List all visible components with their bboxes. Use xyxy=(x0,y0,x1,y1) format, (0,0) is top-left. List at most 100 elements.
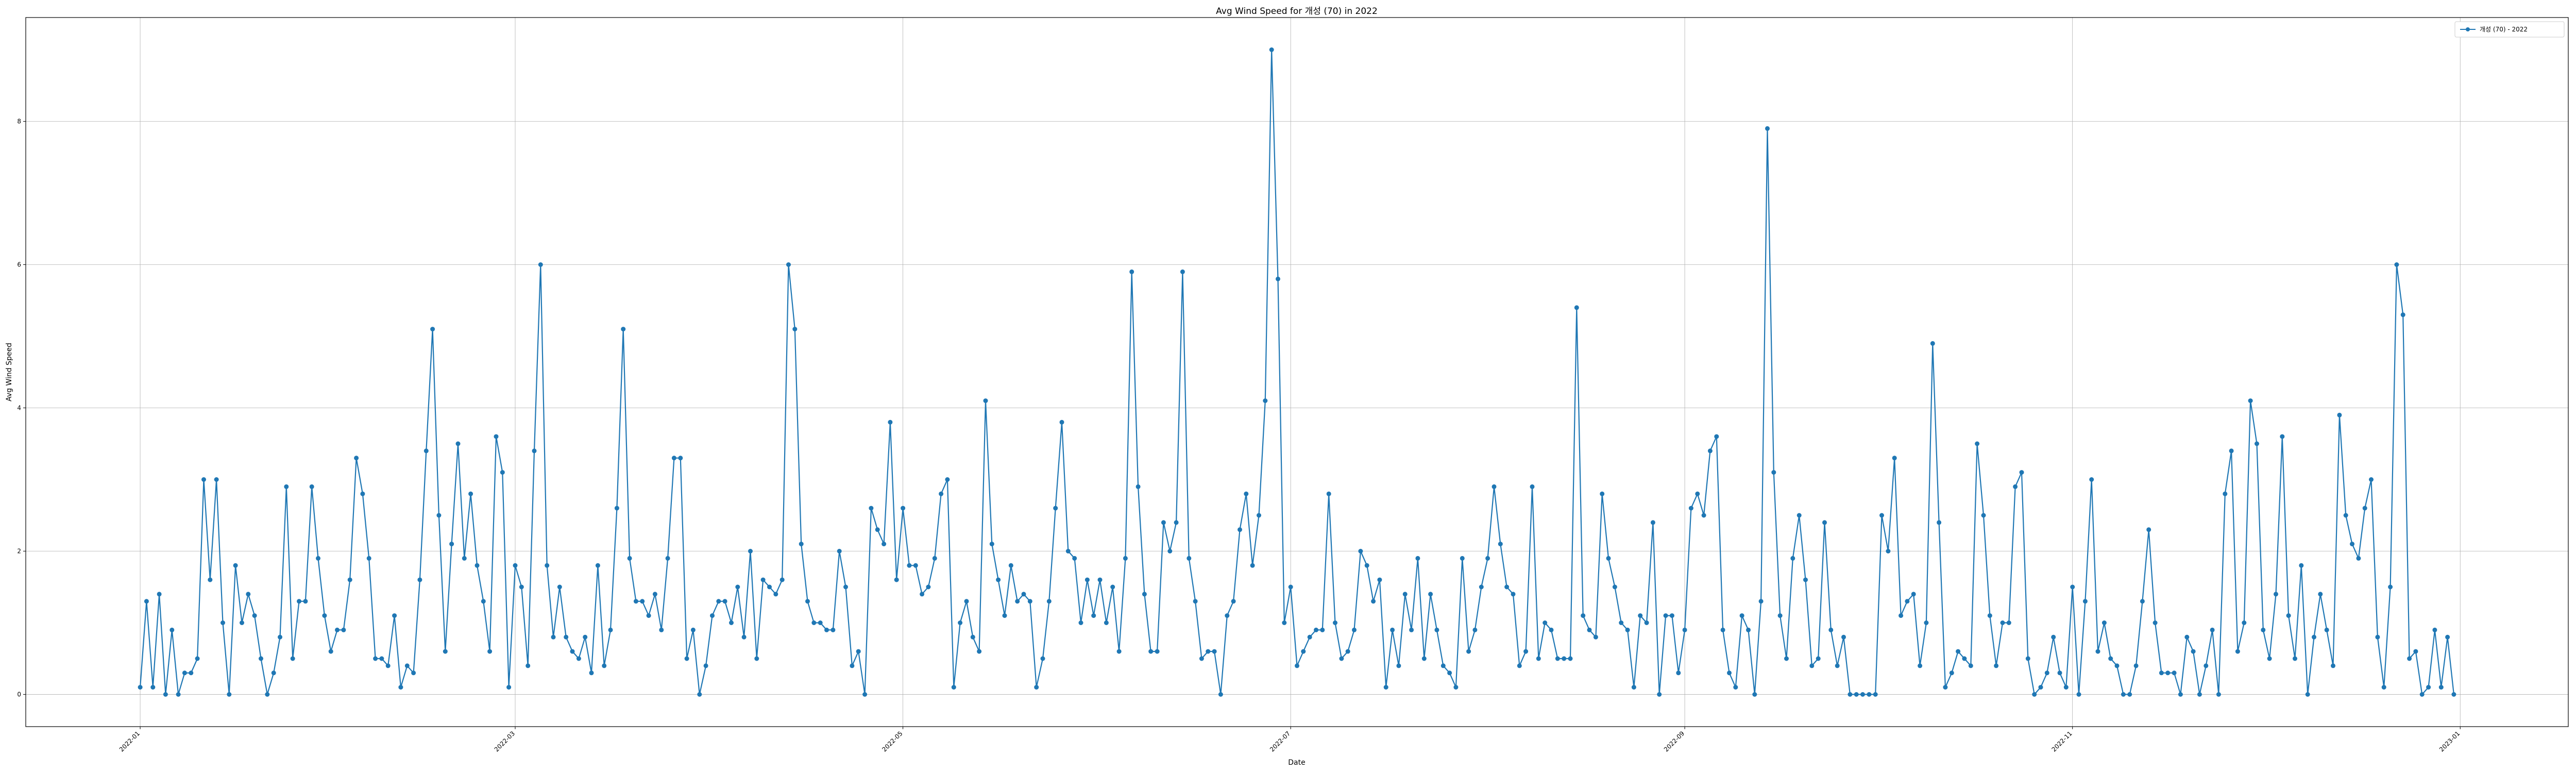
data-point xyxy=(557,584,562,590)
data-point xyxy=(545,563,550,568)
data-point xyxy=(989,542,994,547)
data-point xyxy=(1358,549,1363,553)
data-point xyxy=(862,692,868,697)
data-point xyxy=(379,656,384,661)
data-point xyxy=(1238,527,1242,532)
data-point xyxy=(1110,584,1115,590)
data-point xyxy=(837,549,842,553)
data-point xyxy=(2356,556,2361,561)
data-point xyxy=(2280,434,2285,439)
data-point xyxy=(1218,692,1223,697)
data-point xyxy=(2407,656,2412,661)
data-point xyxy=(436,513,442,518)
data-point xyxy=(1460,556,1465,561)
data-point xyxy=(1733,685,1738,690)
data-point xyxy=(1511,592,1516,597)
data-point xyxy=(1625,627,1630,632)
data-point xyxy=(748,549,753,553)
data-point xyxy=(1619,620,1624,625)
y-tick-label: 4 xyxy=(17,404,21,411)
data-point xyxy=(2051,634,2056,640)
data-point xyxy=(1257,513,1261,518)
data-point xyxy=(640,599,645,604)
data-point xyxy=(602,663,607,668)
data-point xyxy=(1777,613,1783,618)
data-point xyxy=(2025,656,2030,661)
data-point xyxy=(684,656,689,661)
data-point xyxy=(1326,491,1331,496)
legend-label: 개성 (70) - 2022 xyxy=(2480,26,2528,33)
data-point xyxy=(2197,692,2202,697)
data-point xyxy=(869,506,874,511)
data-point xyxy=(354,456,359,461)
data-point xyxy=(2159,670,2164,676)
data-point xyxy=(2261,627,2266,632)
data-point xyxy=(1676,670,1681,676)
data-point xyxy=(945,477,950,482)
data-point xyxy=(1752,692,1757,697)
data-point xyxy=(1314,627,1318,632)
data-point xyxy=(2312,634,2316,640)
data-point xyxy=(1739,613,1744,618)
data-point xyxy=(182,670,187,676)
data-point xyxy=(564,634,569,640)
data-point xyxy=(335,627,340,632)
data-point xyxy=(913,563,918,568)
data-point xyxy=(2293,656,2297,661)
data-point xyxy=(1949,670,1954,676)
data-point xyxy=(1421,656,1427,661)
data-point xyxy=(779,577,785,582)
data-point xyxy=(2432,627,2437,632)
data-point xyxy=(1364,563,1369,568)
data-point xyxy=(754,656,759,661)
legend: 개성 (70) - 2022 xyxy=(2454,21,2565,38)
data-point xyxy=(1555,656,1560,661)
data-point xyxy=(1415,556,1420,561)
data-point xyxy=(532,448,537,453)
data-point xyxy=(1758,599,1764,604)
data-point xyxy=(2019,470,2024,475)
data-point xyxy=(831,627,836,632)
data-point xyxy=(150,685,156,690)
data-point xyxy=(996,577,1001,582)
data-point xyxy=(1549,627,1554,632)
data-point xyxy=(1155,649,1160,654)
data-point xyxy=(932,556,937,561)
data-point xyxy=(1212,649,1217,654)
data-point xyxy=(233,563,238,568)
data-point xyxy=(1492,484,1497,489)
y-tick-label: 2 xyxy=(17,547,21,554)
data-point xyxy=(767,584,772,590)
data-point xyxy=(1187,556,1192,561)
y-axis-label: Avg Wind Speed xyxy=(5,343,13,401)
data-point xyxy=(1180,269,1185,274)
data-point xyxy=(430,327,435,332)
data-point xyxy=(1631,685,1636,690)
data-point xyxy=(939,491,944,496)
data-point xyxy=(1886,549,1891,553)
data-point xyxy=(1129,269,1134,274)
data-point xyxy=(189,670,194,676)
y-tick-label: 8 xyxy=(17,118,21,125)
data-point xyxy=(1873,692,1878,697)
data-point xyxy=(2140,599,2145,604)
data-point xyxy=(1688,506,1693,511)
data-point xyxy=(1148,649,1154,654)
data-point xyxy=(2038,685,2043,690)
data-point xyxy=(1034,685,1039,690)
chart-title: Avg Wind Speed for 개성 (70) in 2022 xyxy=(1216,6,1378,16)
data-point xyxy=(1504,584,1510,590)
data-point xyxy=(1021,592,1026,597)
data-point xyxy=(481,599,486,604)
data-point xyxy=(1193,599,1198,604)
data-point xyxy=(500,470,505,475)
data-point xyxy=(1123,556,1128,561)
data-point xyxy=(1543,620,1548,625)
data-point xyxy=(907,563,912,568)
data-point xyxy=(1797,513,1802,518)
data-point xyxy=(2172,670,2177,676)
data-point xyxy=(506,685,512,690)
data-point xyxy=(271,670,276,676)
data-point xyxy=(735,584,740,590)
data-point xyxy=(894,577,899,582)
